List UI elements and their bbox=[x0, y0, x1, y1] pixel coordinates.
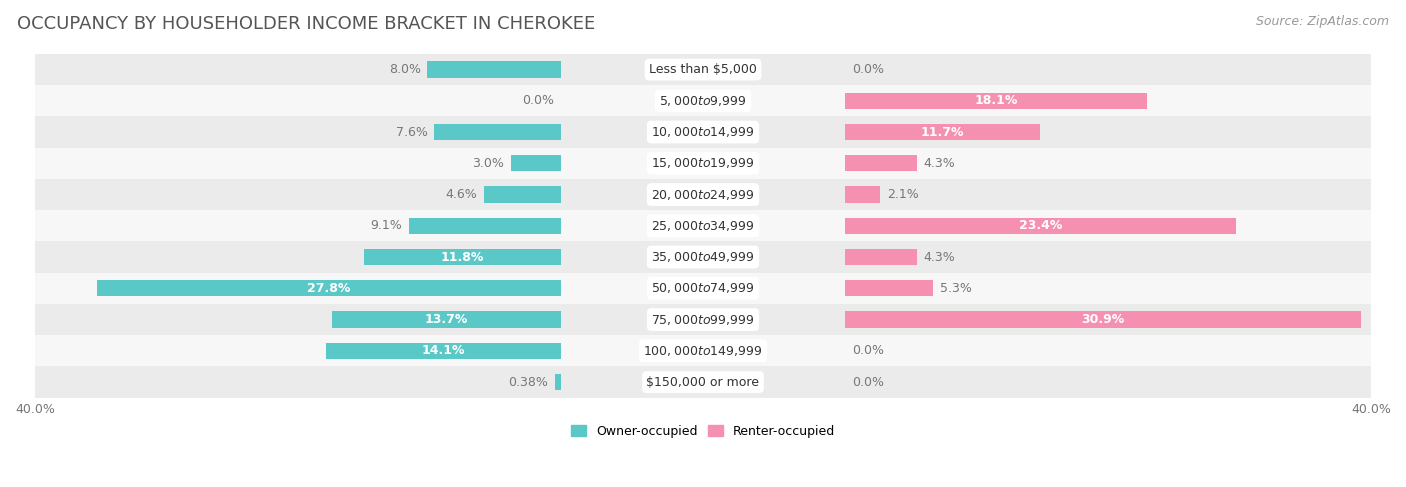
Bar bbox=[35, 273, 1371, 304]
Bar bbox=[332, 311, 561, 328]
Text: 5.3%: 5.3% bbox=[941, 282, 972, 295]
Bar bbox=[35, 242, 1371, 273]
Bar bbox=[35, 179, 1371, 210]
Text: 0.38%: 0.38% bbox=[508, 375, 548, 389]
Text: 30.9%: 30.9% bbox=[1081, 313, 1125, 326]
Bar bbox=[845, 93, 1147, 109]
Bar bbox=[35, 148, 1371, 179]
Bar bbox=[326, 343, 561, 359]
Text: $50,000 to $74,999: $50,000 to $74,999 bbox=[651, 281, 755, 295]
Text: $75,000 to $99,999: $75,000 to $99,999 bbox=[651, 313, 755, 327]
Bar bbox=[845, 187, 880, 203]
Bar bbox=[845, 155, 917, 171]
Text: $20,000 to $24,999: $20,000 to $24,999 bbox=[651, 187, 755, 202]
Bar bbox=[35, 210, 1371, 242]
Text: 0.0%: 0.0% bbox=[523, 94, 554, 107]
Text: $10,000 to $14,999: $10,000 to $14,999 bbox=[651, 125, 755, 139]
Text: 0.0%: 0.0% bbox=[852, 375, 883, 389]
Text: 23.4%: 23.4% bbox=[1019, 219, 1062, 232]
Text: $100,000 to $149,999: $100,000 to $149,999 bbox=[644, 344, 762, 358]
Text: 11.8%: 11.8% bbox=[441, 250, 484, 263]
Text: 14.1%: 14.1% bbox=[422, 344, 465, 357]
Bar bbox=[845, 124, 1040, 140]
Bar bbox=[35, 116, 1371, 148]
Bar bbox=[409, 218, 561, 234]
Bar bbox=[434, 124, 561, 140]
Text: 13.7%: 13.7% bbox=[425, 313, 468, 326]
Text: 18.1%: 18.1% bbox=[974, 94, 1018, 107]
Text: Source: ZipAtlas.com: Source: ZipAtlas.com bbox=[1256, 15, 1389, 28]
Text: 4.3%: 4.3% bbox=[924, 250, 955, 263]
Text: $25,000 to $34,999: $25,000 to $34,999 bbox=[651, 219, 755, 233]
Bar bbox=[845, 218, 1236, 234]
Bar bbox=[35, 335, 1371, 366]
Text: $150,000 or more: $150,000 or more bbox=[647, 375, 759, 389]
Text: $5,000 to $9,999: $5,000 to $9,999 bbox=[659, 94, 747, 108]
Text: $15,000 to $19,999: $15,000 to $19,999 bbox=[651, 156, 755, 170]
Text: 4.6%: 4.6% bbox=[446, 188, 478, 201]
Text: 0.0%: 0.0% bbox=[852, 63, 883, 76]
Text: 4.3%: 4.3% bbox=[924, 157, 955, 170]
Text: 11.7%: 11.7% bbox=[921, 126, 965, 139]
Text: 9.1%: 9.1% bbox=[371, 219, 402, 232]
Text: $35,000 to $49,999: $35,000 to $49,999 bbox=[651, 250, 755, 264]
Bar bbox=[484, 187, 561, 203]
Text: 0.0%: 0.0% bbox=[852, 344, 883, 357]
Bar bbox=[35, 85, 1371, 116]
Bar bbox=[35, 304, 1371, 335]
Text: OCCUPANCY BY HOUSEHOLDER INCOME BRACKET IN CHEROKEE: OCCUPANCY BY HOUSEHOLDER INCOME BRACKET … bbox=[17, 15, 595, 33]
Bar bbox=[35, 366, 1371, 398]
Bar bbox=[845, 311, 1361, 328]
Text: Less than $5,000: Less than $5,000 bbox=[650, 63, 756, 76]
Text: 7.6%: 7.6% bbox=[395, 126, 427, 139]
Text: 3.0%: 3.0% bbox=[472, 157, 505, 170]
Text: 2.1%: 2.1% bbox=[887, 188, 918, 201]
Bar bbox=[97, 280, 561, 297]
Bar bbox=[427, 61, 561, 78]
Bar bbox=[845, 249, 917, 265]
Text: 27.8%: 27.8% bbox=[307, 282, 350, 295]
Bar bbox=[35, 54, 1371, 85]
Legend: Owner-occupied, Renter-occupied: Owner-occupied, Renter-occupied bbox=[567, 420, 839, 443]
Text: 8.0%: 8.0% bbox=[388, 63, 420, 76]
Bar bbox=[845, 280, 934, 297]
Bar bbox=[510, 155, 561, 171]
Bar bbox=[555, 374, 561, 390]
Bar bbox=[364, 249, 561, 265]
